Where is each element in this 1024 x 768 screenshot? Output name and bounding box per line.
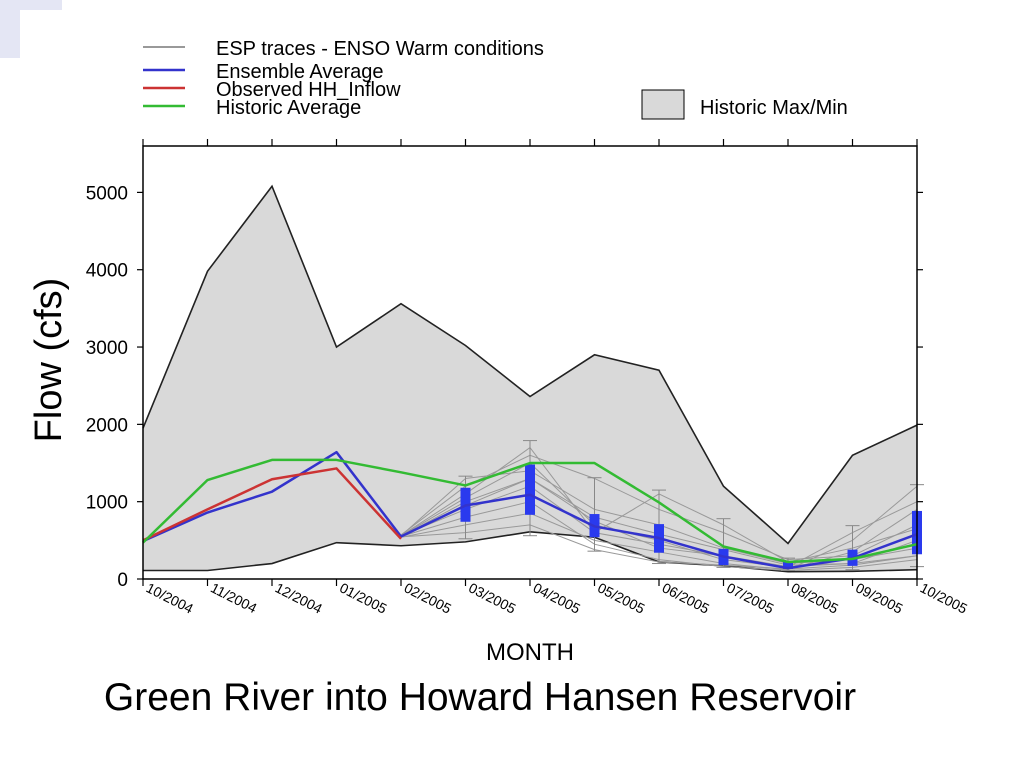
plot-area: 0 1000 2000 3000 4000 5000 10/2004 11/2004 12/20… [86,139,970,617]
y-tick-label: 1000 [86,493,128,514]
x-tick-label: 08/2005 [789,579,842,616]
y-tick-label: 4000 [86,261,128,282]
y-tick-label: 5000 [86,183,128,204]
x-tick-label: 11/2004 [208,579,260,616]
legend-esp-label: ESP traces - ENSO Warm conditions [216,38,544,60]
legend: ESP traces - ENSO Warm conditions Ensemb… [143,38,848,120]
x-tick-label: 10/2005 [918,579,971,616]
box-range [525,464,535,515]
historic-max-min-band [143,186,917,572]
x-tick-label: 10/2004 [144,579,197,616]
x-tick-label: 12/2004 [273,579,326,616]
historic-max-line [142,184,918,545]
x-tick-label: 01/2005 [337,579,390,616]
box-range [783,561,793,569]
legend-maxmin-swatch [641,89,685,120]
x-tick-label: 09/2005 [853,579,906,616]
x-tick-label: 03/2005 [466,579,519,616]
observed-hh-inflow-series-line [142,467,402,542]
x-tick-label: 07/2005 [724,579,777,616]
legend-ensemble-label: Ensemble Average [216,61,384,83]
y-axis-label: Flow (cfs) [28,278,70,443]
y-tick-label: 3000 [86,338,128,359]
legend-maxmin-label: Historic Max/Min [700,97,848,119]
historic-average-series-line [142,458,918,564]
slide-corner-decoration [0,0,62,58]
legend-observed-label: Observed HH_Inflow [216,79,401,101]
legend-historic-avg-label: Historic Average [216,97,361,119]
x-axis-label: MONTH [486,639,574,666]
x-tick-label: 05/2005 [595,579,648,616]
x-tick-label: 02/2005 [402,579,455,616]
figure-caption: Green River into Howard Hansen Reservoir [103,676,857,719]
y-tick-label: 0 [117,570,128,591]
y-tick-label: 2000 [86,415,128,436]
flow-chart: ESP traces - ENSO Warm conditions Ensemb… [28,38,970,666]
ensemble-average-series-line [142,450,918,570]
x-tick-label: 04/2005 [531,579,584,616]
x-tick-label: 06/2005 [660,579,713,616]
